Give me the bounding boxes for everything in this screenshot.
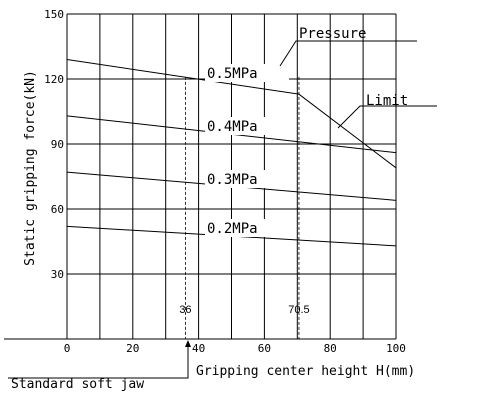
y-axis-label: Static gripping force(kN) (23, 70, 38, 266)
series-lines: 0.5MPa 0.4MPa 0.3MPa 0.2MPa (66, 59, 397, 247)
standard-soft-jaw-label: Standard soft jaw (11, 377, 144, 392)
y-tick-label: 150 (44, 8, 64, 21)
reference-value-label: 36 (179, 304, 191, 316)
x-tick-label: 60 (258, 342, 271, 355)
series-label: 0.5MPa (207, 66, 258, 82)
x-tick-label: 20 (126, 342, 139, 355)
series-label-bg (205, 117, 289, 135)
series-label-bg (205, 64, 289, 82)
annotations: Static gripping force(kN) Gripping cente… (8, 26, 437, 392)
x-tick-label: 0 (64, 342, 71, 355)
series-line (66, 59, 300, 95)
series-label-bg (205, 170, 289, 188)
soft-jaw-arrow-icon (185, 340, 191, 347)
y-tick-label: 60 (51, 203, 64, 216)
x-tick-label: 100 (386, 342, 406, 355)
series-label: 0.3MPa (207, 172, 258, 188)
x-tick-label: 40 (192, 342, 205, 355)
reference-lines: 36 70.5 (179, 76, 310, 339)
y-tick-label: 30 (51, 268, 64, 281)
limit-leader (337, 105, 437, 129)
series-label: 0.2MPa (207, 221, 258, 237)
tick-labels: 0 20 40 60 80 100 30 60 90 120 150 (44, 8, 406, 355)
limit-line (298, 93, 397, 169)
x-tick-label: 80 (324, 342, 337, 355)
grid-lines (4, 13, 397, 340)
y-tick-label: 120 (44, 73, 64, 86)
y-tick-label: 90 (51, 138, 64, 151)
series-label: 0.4MPa (207, 119, 258, 135)
soft-jaw-leader (8, 345, 189, 379)
pressure-leader (279, 40, 417, 67)
reference-value-label: 70.5 (288, 304, 309, 316)
x-axis-label: Gripping center height H(mm) (196, 364, 415, 379)
limit-label: Limit (366, 93, 408, 109)
pressure-label: Pressure (299, 26, 366, 42)
series-label-bg (205, 219, 289, 237)
